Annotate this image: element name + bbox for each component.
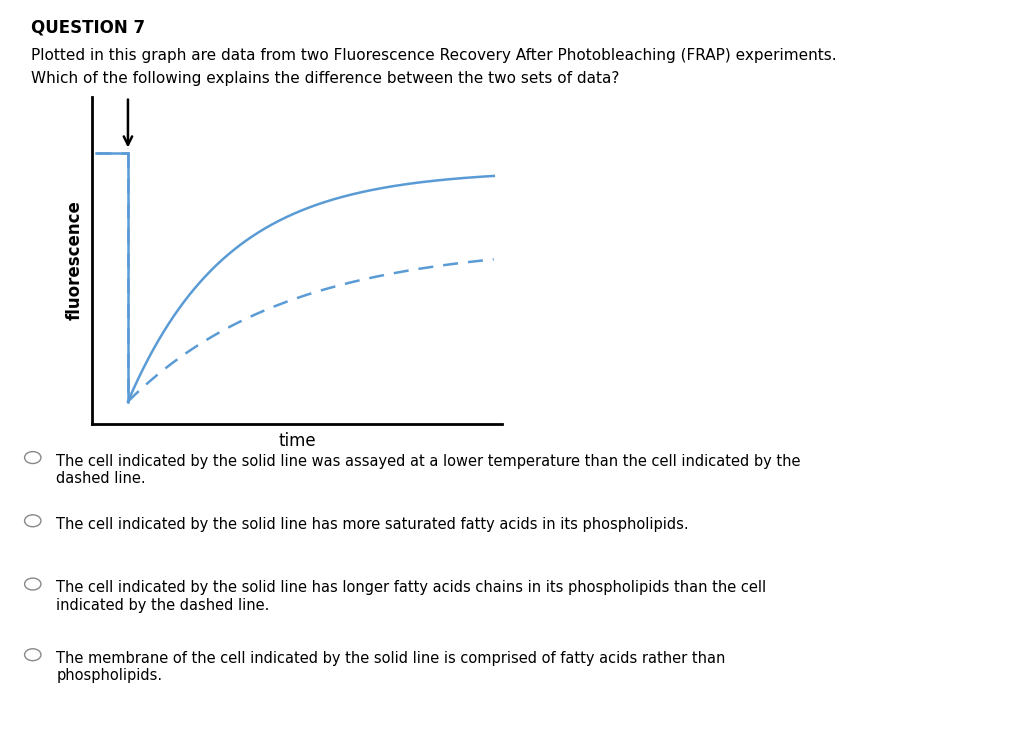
Text: The cell indicated by the solid line has longer fatty acids chains in its phosph: The cell indicated by the solid line has… bbox=[56, 580, 766, 613]
Text: Which of the following explains the difference between the two sets of data?: Which of the following explains the diff… bbox=[31, 71, 620, 86]
X-axis label: time: time bbox=[279, 432, 315, 450]
Text: The cell indicated by the solid line was assayed at a lower temperature than the: The cell indicated by the solid line was… bbox=[56, 454, 801, 487]
Text: The cell indicated by the solid line has more saturated fatty acids in its phosp: The cell indicated by the solid line has… bbox=[56, 517, 689, 532]
Y-axis label: fluorescence: fluorescence bbox=[66, 200, 84, 321]
Text: QUESTION 7: QUESTION 7 bbox=[31, 19, 144, 36]
Text: The membrane of the cell indicated by the solid line is comprised of fatty acids: The membrane of the cell indicated by th… bbox=[56, 651, 726, 684]
Text: Plotted in this graph are data from two Fluorescence Recovery After Photobleachi: Plotted in this graph are data from two … bbox=[31, 48, 837, 63]
